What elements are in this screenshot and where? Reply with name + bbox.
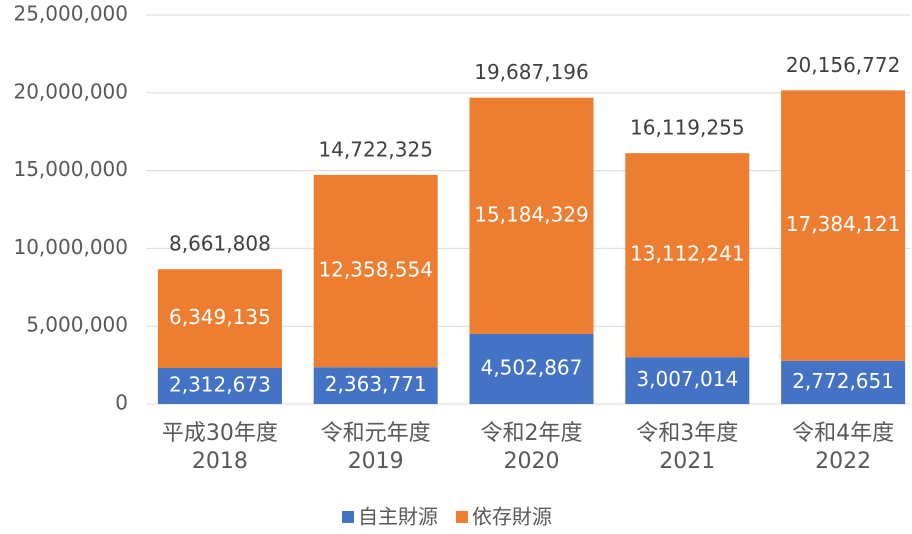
data-label: 4,502,867 [481,355,583,379]
total-label: 19,687,196 [474,60,589,84]
data-label: 2,312,673 [169,373,271,397]
bar-segment [781,360,906,404]
bar-segment [625,153,750,358]
y-tick-label: 0 [115,391,128,415]
x-tick-label: 令和元年度 2019 [320,421,431,474]
data-label: 6,349,135 [169,305,271,329]
data-label: 12,358,554 [318,258,433,282]
legend-label: 依存財源 [472,505,552,529]
bar-segment [469,333,594,404]
data-label: 2,772,651 [792,369,894,393]
bar-segment [157,269,282,369]
total-label: 14,722,325 [318,137,433,161]
bar-segment [313,367,438,404]
x-tick-label: 平成30年度 2018 [161,421,278,474]
bar-segment [781,90,906,361]
x-tick-label: 令和3年度 2021 [636,421,739,474]
data-label: 15,184,329 [474,202,589,226]
y-tick-label: 10,000,000 [13,235,128,259]
bar-segment [625,357,750,404]
data-label: 13,112,241 [630,242,745,266]
legend-swatch [342,511,354,523]
total-label: 16,119,255 [630,116,745,140]
y-tick-label: 20,000,000 [13,79,128,103]
y-tick-label: 15,000,000 [13,157,128,181]
total-label: 8,661,808 [169,232,271,256]
data-label: 17,384,121 [786,212,901,236]
bar-segment [469,97,594,334]
data-label: 2,363,771 [325,372,427,396]
data-label: 3,007,014 [636,367,738,391]
bar-segment [157,368,282,404]
bar-segment [313,174,438,368]
x-tick-label: 令和2年度 2020 [480,421,583,474]
x-tick-label: 令和4年度 2022 [792,421,895,474]
y-tick-label: 25,000,000 [13,2,128,26]
y-tick-label: 5,000,000 [26,313,128,337]
legend-label: 自主財源 [358,505,438,529]
legend-swatch [456,511,468,523]
total-label: 20,156,772 [786,53,901,77]
